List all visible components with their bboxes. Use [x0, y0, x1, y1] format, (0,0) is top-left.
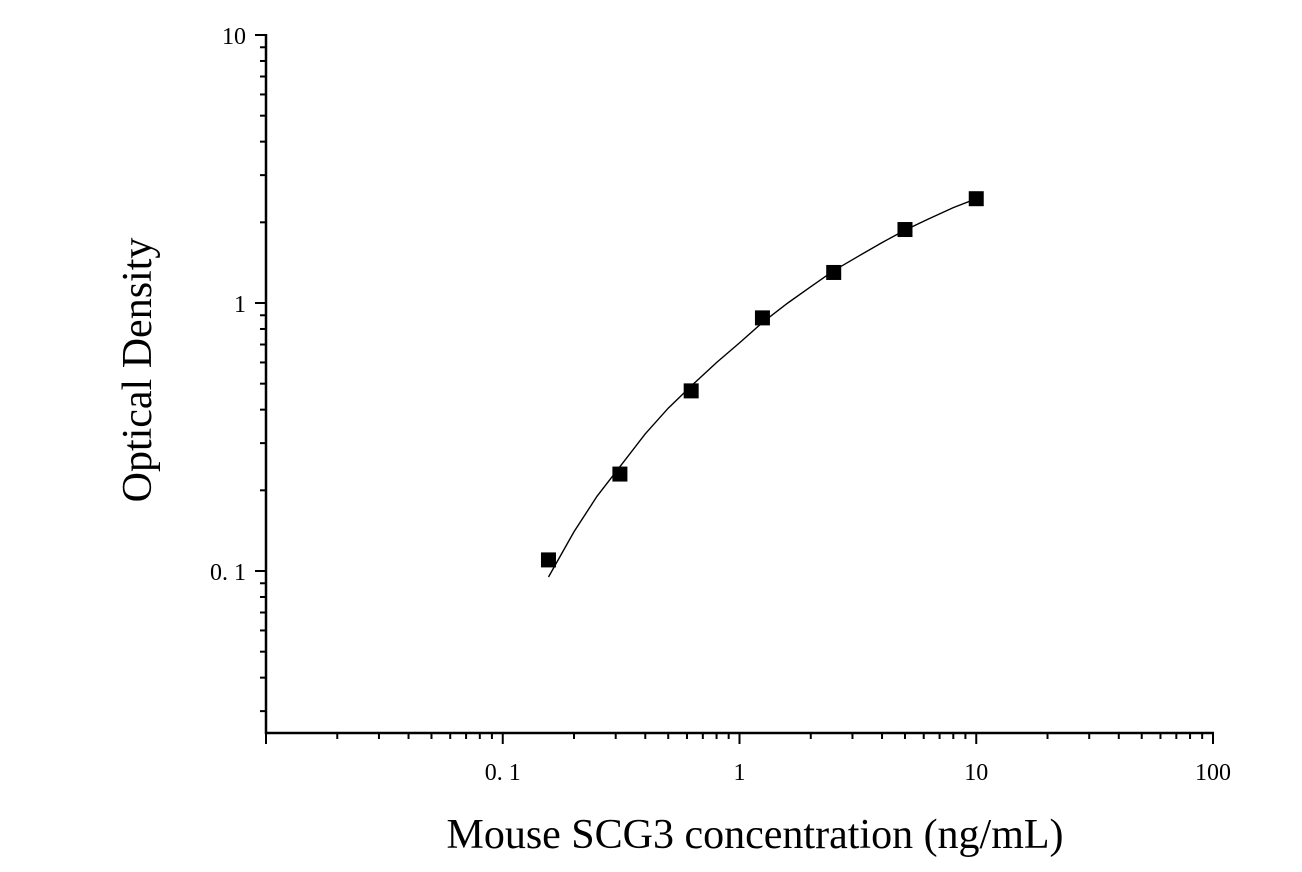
x-tick-label: 100	[1195, 760, 1231, 786]
y-tick-label: 10	[222, 24, 246, 50]
x-axis-ticks: 0. 1 1 10 100	[265, 733, 1231, 786]
x-tick-label: 10	[964, 760, 988, 786]
data-point	[754, 310, 770, 326]
data-points	[540, 191, 984, 568]
data-point	[826, 264, 842, 280]
data-point	[540, 552, 556, 568]
x-tick-label: 0. 1	[485, 760, 521, 786]
x-axis-title: Mouse SCG3 concentration (ng/mL)	[446, 812, 1063, 858]
data-point	[683, 383, 699, 399]
y-tick-label: 0. 1	[210, 560, 246, 586]
data-point	[612, 466, 628, 482]
y-tick-label: 1	[234, 292, 246, 318]
data-point	[897, 222, 913, 238]
fit-curve-group	[547, 198, 977, 578]
data-point	[968, 191, 984, 207]
y-axis-ticks: 0. 1 1 10	[210, 24, 266, 713]
x-tick-label: 1	[734, 760, 746, 786]
axes: 0. 1 1 10 100 0. 1 1 10	[210, 24, 1231, 786]
fit-curve	[547, 198, 977, 578]
y-axis-title: Optical Density	[115, 238, 161, 503]
